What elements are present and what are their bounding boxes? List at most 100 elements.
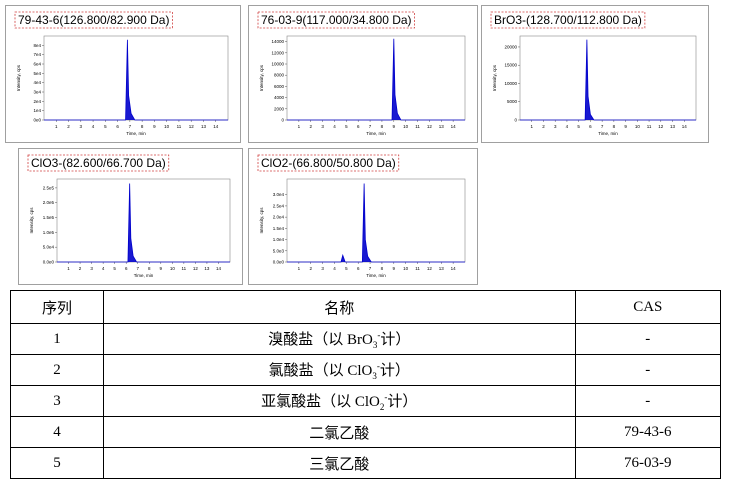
x-tick-label: 6 (116, 124, 119, 129)
x-tick-label: 12 (427, 266, 433, 271)
table-row: 5 三氯乙酸 76-03-9 (10, 447, 722, 479)
table-cell: 氯酸盐（以 ClO3-计） (102, 354, 576, 386)
y-tick-label: 1e4 (33, 108, 41, 113)
table-body: 1 溴酸盐（以 BrO3-计） -2 氯酸盐（以 ClO3-计） -3 亚氯酸盐（以 Cl… (10, 323, 722, 479)
x-tick-label: 2 (309, 124, 312, 129)
table-cell: 4 (10, 416, 104, 448)
y-tick-label: 15000 (504, 63, 517, 68)
x-tick-label: 9 (624, 124, 627, 129)
table-row: 1 溴酸盐（以 BrO3-计） - (10, 323, 722, 355)
y-tick-label: 6e4 (33, 62, 41, 67)
chart-panel: ClO3-(82.600/66.700 Da) 0.0e0 5.0e4 1.0e5 1.… (18, 148, 243, 285)
title-box (257, 11, 415, 29)
table-cell: 3 (10, 385, 104, 417)
x-tick-label: 10 (164, 124, 170, 129)
x-axis-label: Time, min (134, 273, 154, 278)
y-tick-label: 20000 (504, 44, 517, 49)
y-tick-label: 10000 (504, 81, 517, 86)
y-tick-label: 2.0e4 (273, 215, 285, 220)
y-tick-label: 3e4 (33, 90, 41, 95)
x-tick-label: 8 (148, 266, 151, 271)
x-tick-label: 3 (554, 124, 557, 129)
table-cell: 亚氯酸盐（以 ClO2-计） (102, 385, 576, 417)
chromatogram-line (57, 183, 230, 263)
x-tick-label: 4 (566, 124, 569, 129)
chart-title: 79-43-6(126.800/82.900 Da) (18, 13, 169, 27)
table-row: 4 二氯乙酸 79-43-6 (10, 416, 722, 448)
header-cell: CAS (574, 290, 722, 324)
y-tick-label: 1.0e4 (273, 237, 285, 242)
x-tick-label: 4 (92, 124, 95, 129)
x-tick-label: 1 (530, 124, 533, 129)
y-axis-label: Intensity, cps (492, 64, 497, 91)
y-tick-label: 0e0 (33, 118, 41, 123)
name-text: 计） (387, 394, 418, 410)
y-tick-label: 0 (514, 118, 517, 123)
plot-frame (286, 178, 466, 263)
x-tick-label: 5 (577, 124, 580, 129)
x-tick-label: 10 (635, 124, 641, 129)
plot-frame (56, 178, 231, 263)
x-tick-label: 12 (193, 266, 199, 271)
x-tick-label: 3 (90, 266, 93, 271)
x-tick-label: 8 (381, 124, 384, 129)
subscript: 2 (379, 402, 385, 412)
chart-panel: 79-43-6(126.800/82.900 Da) 0e0 1e4 2e4 3e4 4e… (5, 5, 241, 143)
x-tick-label: 7 (129, 124, 132, 129)
y-tick-label: 2000 (274, 106, 285, 111)
x-tick-label: 12 (189, 124, 195, 129)
x-tick-label: 14 (682, 124, 688, 129)
y-tick-label: 10000 (271, 62, 284, 67)
y-tick-label: 2.5e4 (273, 203, 285, 208)
x-axis-label: Time, min (126, 131, 146, 136)
x-tick-label: 1 (298, 266, 301, 271)
table-cell: 76-03-9 (574, 447, 722, 479)
x-tick-label: 13 (670, 124, 676, 129)
chart-panel: 76-03-9(117.000/34.800 Da) 0 2000 4000 6000 8… (248, 5, 478, 143)
chart: 76-03-9(117.000/34.800 Da) 0 2000 4000 6000 8… (257, 11, 466, 136)
y-tick-label: 5.0e4 (43, 245, 55, 250)
table-cell: - (574, 354, 722, 386)
y-tick-label: 2e4 (33, 99, 41, 104)
x-tick-label: 4 (102, 266, 105, 271)
x-tick-label: 14 (213, 124, 219, 129)
name-text: 氯酸盐（以 ClO (268, 363, 373, 379)
chart-panel: ClO2-(66.800/50.800 Da) 0.0e0 5.0e3 1.0e4 1.… (248, 148, 478, 285)
y-tick-label: 5e4 (33, 71, 41, 76)
name-text: 计） (380, 332, 411, 348)
chromatogram-line (44, 39, 228, 121)
x-tick-label: 12 (658, 124, 664, 129)
subscript: 3 (372, 371, 377, 381)
table: 序列 名称 CAS 1 溴酸盐（以 BrO3-计） -2 氯酸盐（以 ClO3-计） -3 亚氯… (10, 290, 722, 479)
chromatogram-line (287, 183, 465, 263)
y-tick-label: 2.5e5 (43, 185, 55, 190)
chart: BrO3-(128.700/112.800 Da) 0 5000 10000 15000… (490, 11, 697, 136)
chart: ClO2-(66.800/50.800 Da) 0.0e0 5.0e3 1.0e4 1.… (257, 154, 466, 278)
x-tick-label: 8 (141, 124, 144, 129)
name-text: 亚氯酸盐（以 ClO (261, 394, 380, 410)
y-tick-label: 5000 (507, 99, 518, 104)
y-tick-label: 14000 (271, 39, 284, 44)
y-axis-label: Intensity, cps (29, 207, 34, 234)
y-axis-label: Intensity, cps (16, 64, 21, 91)
x-tick-label: 12 (427, 124, 433, 129)
table-row: 3 亚氯酸盐（以 ClO2-计） - (10, 385, 722, 417)
y-tick-label: 4e4 (33, 80, 41, 85)
y-tick-label: 1.5e4 (273, 226, 285, 231)
chart: ClO3-(82.600/66.700 Da) 0.0e0 5.0e4 1.0e5 1.… (27, 154, 231, 278)
chromatogram-line (520, 39, 696, 121)
table-cell: 二氯乙酸 (102, 416, 576, 448)
table-cell: 79-43-6 (574, 416, 722, 448)
x-tick-label: 7 (369, 266, 372, 271)
x-tick-label: 3 (321, 124, 324, 129)
x-tick-label: 4 (333, 266, 336, 271)
table-cell: 三氯乙酸 (102, 447, 576, 479)
y-tick-label: 4000 (274, 95, 285, 100)
x-tick-label: 13 (204, 266, 210, 271)
y-tick-label: 12000 (271, 50, 284, 55)
x-tick-label: 9 (393, 124, 396, 129)
x-tick-label: 8 (381, 266, 384, 271)
y-tick-label: 5.0e3 (273, 248, 285, 253)
y-tick-label: 0 (281, 118, 284, 123)
